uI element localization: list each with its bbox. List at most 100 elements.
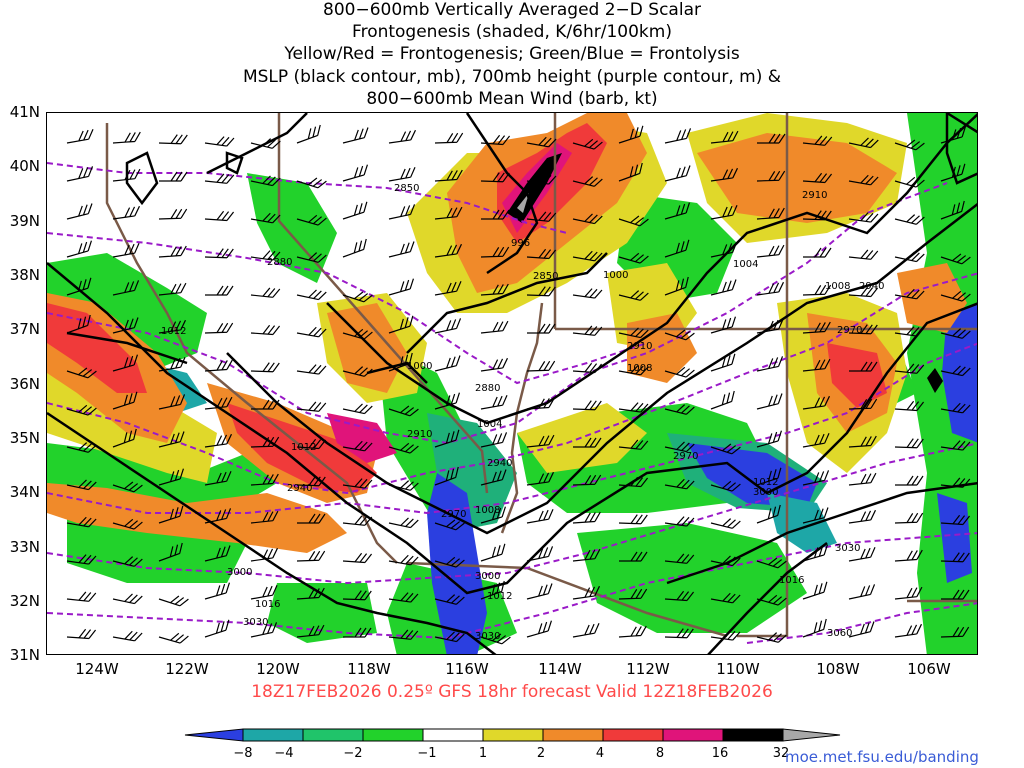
wind-barb bbox=[480, 357, 509, 372]
wind-barb bbox=[756, 557, 787, 569]
wind-barb bbox=[250, 324, 281, 336]
wind-barb bbox=[894, 326, 925, 337]
shade-frontogenesis bbox=[47, 483, 347, 553]
wind-barb bbox=[250, 362, 280, 373]
wind-barb bbox=[388, 167, 416, 182]
wind-barb bbox=[434, 355, 461, 372]
credit-link[interactable]: moe.met.fsu.edu/banding bbox=[785, 748, 979, 766]
wind-barb bbox=[710, 242, 738, 258]
wind-barb bbox=[112, 481, 143, 493]
wind-barb bbox=[388, 517, 419, 529]
mslp-contour-1008 bbox=[226, 202, 977, 535]
wind-barb bbox=[802, 544, 829, 562]
wind-barb bbox=[159, 171, 188, 182]
wind-barb bbox=[940, 626, 970, 638]
wind-barb bbox=[204, 136, 235, 147]
height-contour-3030 bbox=[47, 532, 977, 640]
wind-barb bbox=[434, 281, 462, 296]
wind-barb bbox=[526, 471, 555, 486]
arizona-newmexico-border bbox=[737, 329, 789, 638]
wind-barb bbox=[802, 618, 827, 638]
lat-label-35n: 35N bbox=[9, 429, 40, 447]
wind-barb bbox=[66, 591, 97, 602]
mslp-label: 1008 bbox=[627, 363, 652, 374]
shade-frontogenesis-strong bbox=[327, 413, 397, 463]
wind-barb bbox=[204, 396, 233, 410]
wind-barb bbox=[664, 239, 690, 258]
wind-barb bbox=[572, 325, 603, 336]
wind-barb bbox=[848, 249, 879, 260]
wind-barb bbox=[802, 358, 831, 372]
wind-barb bbox=[940, 126, 967, 144]
wind-barb bbox=[710, 130, 739, 144]
wind-barb bbox=[756, 319, 784, 334]
wind-barb bbox=[710, 390, 735, 410]
height-contour-2970 bbox=[47, 342, 977, 515]
lon-label-118w: 118W bbox=[347, 660, 391, 678]
wind-barb bbox=[572, 623, 600, 638]
wind-barb bbox=[342, 366, 373, 377]
shade-frontogenesis bbox=[627, 313, 697, 383]
wind-barb bbox=[296, 550, 326, 562]
wind-barb bbox=[756, 207, 785, 220]
colorbar-label: −4 bbox=[274, 746, 294, 761]
wind-barb bbox=[848, 547, 876, 562]
wind-barb bbox=[480, 580, 505, 600]
wind-barb bbox=[388, 405, 419, 417]
mslp-contour-1000 bbox=[406, 252, 608, 354]
wind-barb bbox=[710, 443, 741, 455]
wind-barb bbox=[756, 281, 785, 296]
wind-barb bbox=[204, 508, 232, 524]
title-line-5: 800−600mb Mean Wind (barb, kt) bbox=[366, 89, 658, 109]
wind-barb bbox=[434, 631, 465, 643]
mslp-closed-high bbox=[225, 151, 244, 175]
wind-barb bbox=[802, 581, 828, 600]
height-label: 2910 bbox=[627, 341, 652, 352]
lat-label-33n: 33N bbox=[9, 538, 40, 556]
wind-barb bbox=[481, 209, 510, 220]
wind-barb bbox=[894, 363, 925, 374]
wind-barb bbox=[572, 585, 601, 600]
wind-barb bbox=[526, 360, 556, 372]
mslp-label: 1000 bbox=[603, 270, 628, 281]
wind-barb bbox=[250, 622, 278, 638]
mslp-contour-1004b bbox=[206, 113, 308, 175]
colorbar-cell bbox=[482, 728, 544, 742]
wind-barb bbox=[756, 356, 784, 372]
wind-barb bbox=[940, 402, 971, 414]
wind-barb bbox=[112, 518, 143, 530]
lat-label-36n: 36N bbox=[9, 375, 40, 393]
wind-barb bbox=[112, 280, 140, 296]
wind-barb bbox=[480, 246, 510, 258]
wind-barb bbox=[618, 215, 649, 227]
wind-barb bbox=[204, 210, 235, 222]
wind-barb bbox=[480, 506, 507, 524]
colorbar-cell bbox=[362, 728, 424, 742]
colorbar-label: −2 bbox=[343, 746, 363, 761]
wind-barb bbox=[204, 545, 231, 562]
wind-barb bbox=[388, 204, 416, 220]
wind-barb bbox=[756, 244, 785, 258]
wind-barb bbox=[618, 514, 648, 525]
wind-barb bbox=[342, 440, 373, 452]
wind-barb bbox=[112, 354, 139, 372]
wind-barb bbox=[480, 633, 511, 645]
shade-frontolysis-strong bbox=[767, 493, 837, 553]
wind-barb bbox=[802, 395, 831, 410]
wind-barb bbox=[250, 175, 281, 187]
wind-barb bbox=[66, 166, 94, 182]
wind-barb bbox=[803, 247, 832, 258]
wind-barb bbox=[756, 170, 786, 182]
wind-barb bbox=[158, 632, 189, 644]
wind-barb bbox=[572, 400, 602, 411]
wind-barb bbox=[894, 214, 925, 225]
wind-barb bbox=[112, 317, 139, 334]
wind-barb bbox=[710, 279, 737, 296]
wind-barb bbox=[434, 392, 461, 410]
wind-barb bbox=[297, 513, 326, 524]
wind-barb bbox=[158, 282, 187, 296]
wind-barb bbox=[296, 177, 327, 189]
wind-barb bbox=[572, 511, 601, 524]
wind-barb bbox=[848, 137, 879, 149]
wind-barb bbox=[112, 168, 141, 182]
